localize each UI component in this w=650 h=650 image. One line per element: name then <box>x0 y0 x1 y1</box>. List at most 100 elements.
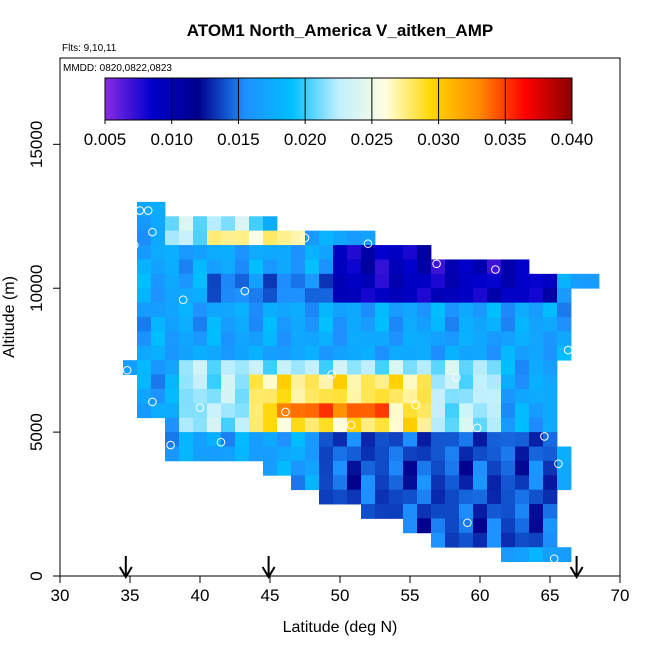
heatmap-cell <box>319 374 334 390</box>
heatmap-cell <box>179 360 194 375</box>
heatmap-cell <box>557 302 572 318</box>
heatmap-cell <box>417 388 432 404</box>
heatmap-cell <box>403 273 418 289</box>
sample-point <box>451 373 461 382</box>
heatmap-cell <box>445 388 460 404</box>
heatmap-cell <box>473 360 488 375</box>
heatmap-cell <box>179 245 194 260</box>
heatmap-cell <box>347 460 362 476</box>
sample-point <box>166 440 175 450</box>
heatmap-cell <box>417 259 432 275</box>
heatmap-cell <box>445 432 460 447</box>
heatmap-cell <box>487 417 502 433</box>
heatmap-cell <box>459 446 474 462</box>
heatmap-cell <box>529 273 544 289</box>
heatmap-cell <box>263 230 278 246</box>
heatmap-cell <box>263 360 278 375</box>
heatmap-cell <box>389 317 404 332</box>
heatmap-cell <box>375 446 390 462</box>
heatmap-cell <box>179 288 194 304</box>
heatmap-cell <box>249 374 264 390</box>
heatmap-cell <box>473 374 488 390</box>
heatmap-cell <box>235 388 250 404</box>
heatmap-cell <box>557 331 572 347</box>
heatmap-cell <box>431 432 446 447</box>
heatmap-cell <box>487 518 502 534</box>
sample-point <box>363 239 373 248</box>
heatmap-cell <box>487 489 502 505</box>
heatmap-cell <box>403 417 418 433</box>
heatmap-cell <box>305 360 320 375</box>
heatmap-cell <box>557 475 572 491</box>
heatmap-cell <box>263 388 278 404</box>
heatmap-cell <box>291 273 306 289</box>
heatmap-cell <box>151 273 166 289</box>
heatmap-cell <box>389 417 404 433</box>
heatmap-cell <box>165 317 180 332</box>
colorbar-tick-label: 0.035 <box>484 130 527 149</box>
heatmap-cell <box>221 446 236 462</box>
colorbar-tick-label: 0.025 <box>351 130 394 149</box>
heatmap-cell <box>375 331 390 347</box>
heatmap-cell <box>473 460 488 476</box>
heatmap-cell <box>389 475 404 491</box>
heatmap-cell <box>277 374 292 390</box>
heatmap-cell <box>543 331 558 347</box>
heatmap-cell <box>445 446 460 462</box>
y-tick-label: 15000 <box>27 121 46 168</box>
heatmap-cell <box>543 302 558 318</box>
heatmap-cell <box>403 288 418 304</box>
heatmap-cell <box>137 403 152 419</box>
heatmap-cell <box>361 288 376 304</box>
heatmap-cell <box>305 446 320 462</box>
heatmap-cell <box>193 374 208 390</box>
heatmap-cell <box>347 331 362 347</box>
heatmap-cell <box>193 259 208 275</box>
heatmap-cell <box>543 288 558 304</box>
heatmap-cell <box>221 331 236 347</box>
annotation-dates: MMDD: 0820,0822,0823 <box>63 63 172 74</box>
heatmap-cell <box>431 302 446 318</box>
heatmap-cell <box>137 273 152 289</box>
heatmap-cell <box>235 245 250 260</box>
heatmap-cell <box>333 317 348 332</box>
heatmap-cell <box>543 388 558 404</box>
heatmap-cell <box>137 259 152 275</box>
heatmap-cell <box>263 460 278 476</box>
heatmap-cell <box>445 504 460 519</box>
heatmap-cell <box>137 245 152 260</box>
heatmap-cell <box>375 432 390 447</box>
heatmap-cell <box>459 317 474 332</box>
heatmap-cell <box>543 489 558 505</box>
heatmap-cell <box>473 345 488 361</box>
heatmap-cell <box>431 345 446 361</box>
heatmap-cell <box>515 432 530 447</box>
heatmap-cell <box>557 288 572 304</box>
heatmap-cell <box>333 403 348 419</box>
heatmap-cell <box>487 331 502 347</box>
heatmap-cell <box>459 417 474 433</box>
heatmap-cell <box>137 331 152 347</box>
heatmap-cell <box>403 489 418 505</box>
flight-marker-arrow <box>569 556 584 579</box>
heatmap-cell <box>333 475 348 491</box>
heatmap-cell <box>361 331 376 347</box>
heatmap-cell <box>193 360 208 375</box>
heatmap-cell <box>361 432 376 447</box>
heatmap-cell <box>277 360 292 375</box>
heatmap-cell <box>375 273 390 289</box>
sample-point <box>143 206 153 215</box>
heatmap-cell <box>305 245 320 260</box>
heatmap-cell <box>235 317 250 332</box>
heatmap-cell <box>557 446 572 462</box>
heatmap-cell <box>417 245 432 260</box>
heatmap-cell <box>319 489 334 505</box>
heatmap-cell <box>403 331 418 347</box>
heatmap-cell <box>487 273 502 289</box>
heatmap-cell <box>263 288 278 304</box>
heatmap-cell <box>389 245 404 260</box>
heatmap-cell <box>445 403 460 419</box>
heatmap-cell <box>151 216 166 232</box>
heatmap-cell <box>515 417 530 433</box>
flight-markers <box>118 556 584 579</box>
